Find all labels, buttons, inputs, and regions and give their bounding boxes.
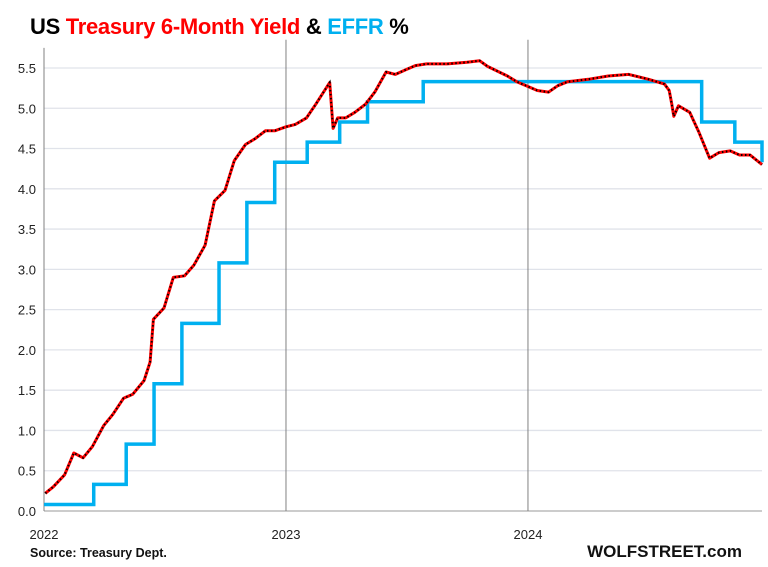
x-tick-label: 2022 (30, 527, 59, 542)
y-tick-label: 4.0 (18, 182, 36, 197)
treasury-line (44, 59, 763, 495)
title-treasury: Treasury 6-Month Yield (65, 14, 301, 39)
y-tick-label: 2.5 (18, 303, 36, 318)
source-note: Source: Treasury Dept. (30, 546, 167, 560)
effr-line (44, 79, 764, 507)
y-tick-label: 1.5 (18, 383, 36, 398)
title-percent: % (383, 14, 409, 39)
brand-logo: WOLFSTREET.com (587, 542, 742, 561)
y-tick-label: 1.0 (18, 423, 36, 438)
y-tick-label: 0.0 (18, 504, 36, 519)
y-tick-label: 4.5 (18, 142, 36, 157)
x-tick-label: 2024 (514, 527, 543, 542)
y-tick-label: 5.5 (18, 61, 36, 76)
y-tick-label: 0.5 (18, 464, 36, 479)
x-tick-label: 2023 (272, 527, 301, 542)
y-tick-label: 3.5 (18, 222, 36, 237)
title-and: & (300, 14, 328, 39)
y-tick-label: 3.0 (18, 262, 36, 277)
y-tick-label: 2.0 (18, 343, 36, 358)
title-us: US (30, 14, 66, 39)
chart-title: US Treasury 6-Month Yield & EFFR % (30, 14, 409, 40)
y-tick-label: 5.0 (18, 101, 36, 116)
title-effr: EFFR (327, 14, 384, 39)
